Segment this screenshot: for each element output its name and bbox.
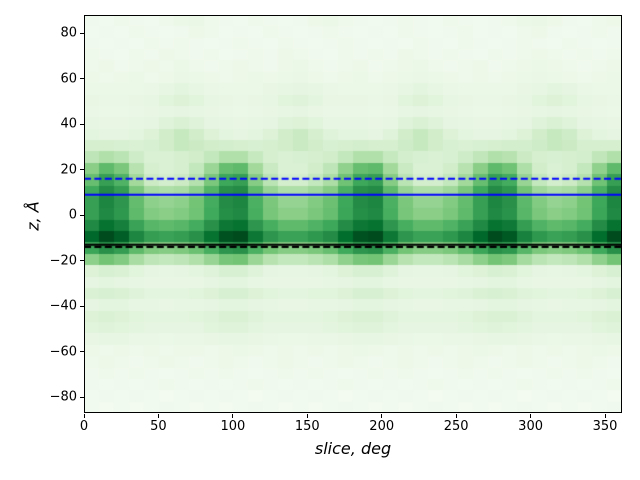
y-tick-label: 40 bbox=[60, 116, 77, 132]
heatmap-plot-area bbox=[84, 15, 622, 413]
x-tick-mark bbox=[306, 414, 308, 418]
x-tick-mark bbox=[455, 414, 457, 418]
y-tick-mark bbox=[80, 396, 84, 398]
y-tick-label: 20 bbox=[60, 162, 77, 178]
y-tick-label: −60 bbox=[49, 344, 77, 360]
x-tick-mark bbox=[232, 414, 234, 418]
x-tick-label: 250 bbox=[443, 419, 469, 434]
y-tick-mark bbox=[80, 305, 84, 307]
y-tick-label: −80 bbox=[49, 389, 77, 405]
y-axis-label: z, Å bbox=[23, 201, 43, 231]
x-tick-label: 50 bbox=[150, 419, 167, 434]
x-tick-mark bbox=[157, 414, 159, 418]
x-tick-label: 200 bbox=[369, 419, 395, 434]
x-tick-label: 350 bbox=[592, 419, 618, 434]
y-tick-label: 60 bbox=[60, 71, 77, 87]
y-tick-mark bbox=[80, 78, 84, 80]
y-tick-mark bbox=[80, 32, 84, 34]
y-tick-mark bbox=[80, 123, 84, 125]
x-tick-mark bbox=[381, 414, 383, 418]
y-tick-label: −40 bbox=[49, 298, 77, 314]
y-tick-mark bbox=[80, 214, 84, 216]
x-tick-mark bbox=[604, 414, 606, 418]
x-tick-label: 100 bbox=[220, 419, 246, 434]
y-tick-label: 80 bbox=[60, 25, 77, 41]
y-tick-label: −20 bbox=[49, 253, 77, 269]
y-tick-label: 0 bbox=[68, 207, 77, 223]
x-tick-mark bbox=[83, 414, 85, 418]
x-tick-mark bbox=[530, 414, 532, 418]
y-tick-mark bbox=[80, 169, 84, 171]
y-tick-mark bbox=[80, 260, 84, 262]
x-axis-label: slice, deg bbox=[314, 439, 392, 458]
x-tick-label: 150 bbox=[294, 419, 320, 434]
x-tick-label: 0 bbox=[79, 419, 89, 434]
x-tick-label: 300 bbox=[518, 419, 544, 434]
y-tick-mark bbox=[80, 351, 84, 353]
